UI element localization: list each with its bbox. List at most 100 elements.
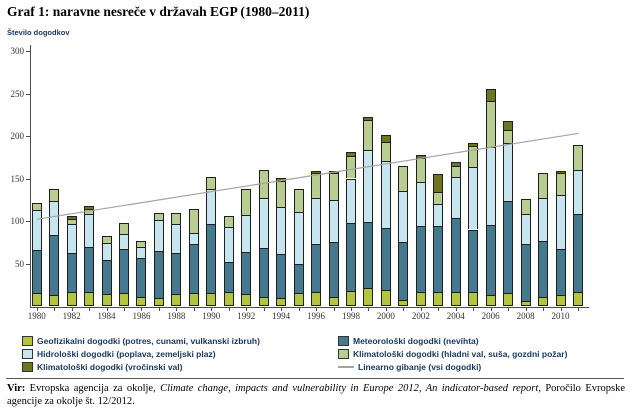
bar-segment-1985-series0	[119, 293, 129, 306]
bar-segment-1989-series2	[188, 232, 199, 244]
bar-segment-2000-series1	[380, 227, 391, 290]
chart-title: Graf 1: naravne nesreče v državah EGP (1…	[7, 4, 310, 19]
bar-segment-1980-series3	[31, 203, 42, 210]
x-tick-label: 1980	[27, 311, 46, 321]
bar-segment-2003-series4	[433, 174, 444, 193]
bar-segment-1988-series3	[171, 213, 182, 224]
x-tick-label: 1984	[97, 311, 116, 321]
legend-swatch-series0	[22, 335, 33, 346]
bar-segment-1988-series2	[171, 223, 182, 254]
bar-segment-2005-series0	[468, 292, 479, 306]
bar-segment-1996-series3	[311, 173, 322, 199]
bar-segment-1988-series0	[171, 294, 182, 306]
bar-segment-2004-series0	[450, 291, 461, 306]
x-tick-mark	[71, 308, 73, 311]
bar-segment-1995-series3	[293, 188, 304, 212]
bar-segment-2010-series3	[555, 173, 566, 195]
bar-segment-2004-series2	[450, 176, 461, 218]
x-tick-label: 1986	[132, 311, 151, 321]
bar-segment-1992-series2	[241, 215, 252, 253]
x-tick-label: 2008	[516, 311, 535, 321]
legend-label-series4: Klimatološki dogodki (vročinski val)	[37, 361, 183, 372]
x-tick-mark	[281, 308, 283, 311]
bar-segment-1997-series1	[328, 242, 339, 297]
y-tick-label: 100	[10, 216, 25, 226]
bar-segment-2007-series2	[503, 142, 514, 201]
bar-segment-1981-series2	[49, 200, 60, 235]
x-tick-mark	[141, 308, 143, 311]
bar-segment-2009-series0	[538, 296, 549, 306]
bar-segment-1997-series0	[328, 296, 339, 306]
legend-item-trend: Linearno gibanje (vsi dogodki)	[338, 360, 567, 373]
bar-segment-1982-series0	[66, 292, 77, 306]
bar-segment-2007-series1	[503, 200, 514, 294]
bar-segment-2004-series3	[450, 165, 461, 177]
legend-item-series0: Geofizikalni dogodki (potres, cunami, vu…	[22, 334, 260, 347]
y-tick-label: 150	[10, 173, 25, 184]
bar-segment-2010-series2	[555, 194, 566, 250]
bar-segment-2002-series1	[415, 226, 426, 292]
y-tick-mark	[26, 51, 30, 52]
x-tick-mark	[525, 308, 527, 311]
bar-segment-1990-series2	[206, 188, 217, 224]
bar-segment-2005-series4	[468, 142, 479, 147]
bar-segment-1995-series2	[293, 211, 304, 265]
x-tick-mark	[508, 308, 510, 311]
x-tick-mark	[490, 308, 492, 311]
bar-segment-1991-series1	[223, 261, 234, 293]
source-text: Vir: Evropska agencija za okolje, Climat…	[7, 382, 625, 408]
x-tick-label: 2010	[551, 311, 570, 321]
bar-segment-1999-series1	[363, 221, 374, 289]
x-tick-label: 2000	[376, 311, 395, 321]
x-tick-mark	[577, 308, 579, 311]
bar-segment-1982-series3	[66, 219, 77, 225]
legend-item-series3: Klimatološki dogodki (hladni val, suša, …	[338, 347, 567, 360]
source-part2: , Poročilo Evropske agencije za okolje š…	[7, 383, 625, 407]
x-tick-mark	[106, 308, 108, 311]
bar-segment-1997-series2	[328, 199, 339, 243]
bar-segment-2006-series2	[485, 147, 496, 226]
y-tick-mark	[26, 221, 30, 222]
bar-segment-1991-series2	[223, 226, 234, 262]
legend-swatch-series3	[338, 348, 349, 359]
bar-segment-1987-series1	[153, 250, 164, 298]
bar-segment-1980-series2	[31, 209, 42, 250]
bar-segment-2004-series1	[450, 217, 461, 292]
bar-segment-1989-series0	[188, 293, 199, 306]
bar-segment-2006-series3	[485, 101, 496, 148]
bar-segment-2007-series0	[503, 293, 514, 306]
bar-segment-2007-series4	[503, 120, 514, 131]
bar-segment-2003-series0	[433, 291, 444, 306]
x-tick-mark	[298, 308, 300, 311]
source-prefix: Vir:	[7, 383, 26, 394]
legend-label-series1: Meteorološki dogodki (nevihta)	[353, 335, 479, 346]
bar-segment-1981-series0	[49, 294, 60, 306]
bar-segment-2004-series4	[450, 161, 461, 166]
bar-segment-1998-series4	[345, 152, 356, 157]
bar-segment-1985-series2	[119, 233, 129, 250]
bar-segment-1994-series4	[276, 177, 287, 182]
x-tick-mark	[246, 308, 248, 311]
bar-segment-1996-series4	[311, 170, 322, 174]
bar-segment-1992-series1	[241, 252, 252, 295]
x-tick-label: 1998	[341, 311, 360, 321]
bar-segment-2011-series3	[572, 144, 583, 170]
x-tick-mark	[473, 308, 475, 311]
legend-label-series0: Geofizikalni dogodki (potres, cunami, vu…	[37, 335, 260, 346]
bar-segment-1987-series0	[153, 297, 164, 306]
legend-swatch-series4	[22, 361, 33, 372]
bar-segment-2002-series4	[415, 154, 426, 159]
x-tick-mark	[176, 308, 178, 311]
x-tick-mark	[263, 308, 265, 311]
bar-segment-1998-series0	[345, 290, 356, 306]
x-tick-mark	[211, 308, 213, 311]
bar-segment-1986-series1	[136, 257, 147, 297]
x-tick-label: 1982	[62, 311, 81, 321]
bar-segment-1994-series0	[276, 298, 287, 306]
bar-segment-1999-series4	[363, 117, 374, 120]
y-axis	[30, 45, 31, 307]
x-tick-label: 1994	[272, 311, 291, 321]
legend-column-left: Geofizikalni dogodki (potres, cunami, vu…	[22, 334, 260, 373]
source-report-title: Climate change, impacts and vulnerabilit…	[160, 383, 539, 394]
bar-segment-1992-series3	[241, 188, 252, 216]
